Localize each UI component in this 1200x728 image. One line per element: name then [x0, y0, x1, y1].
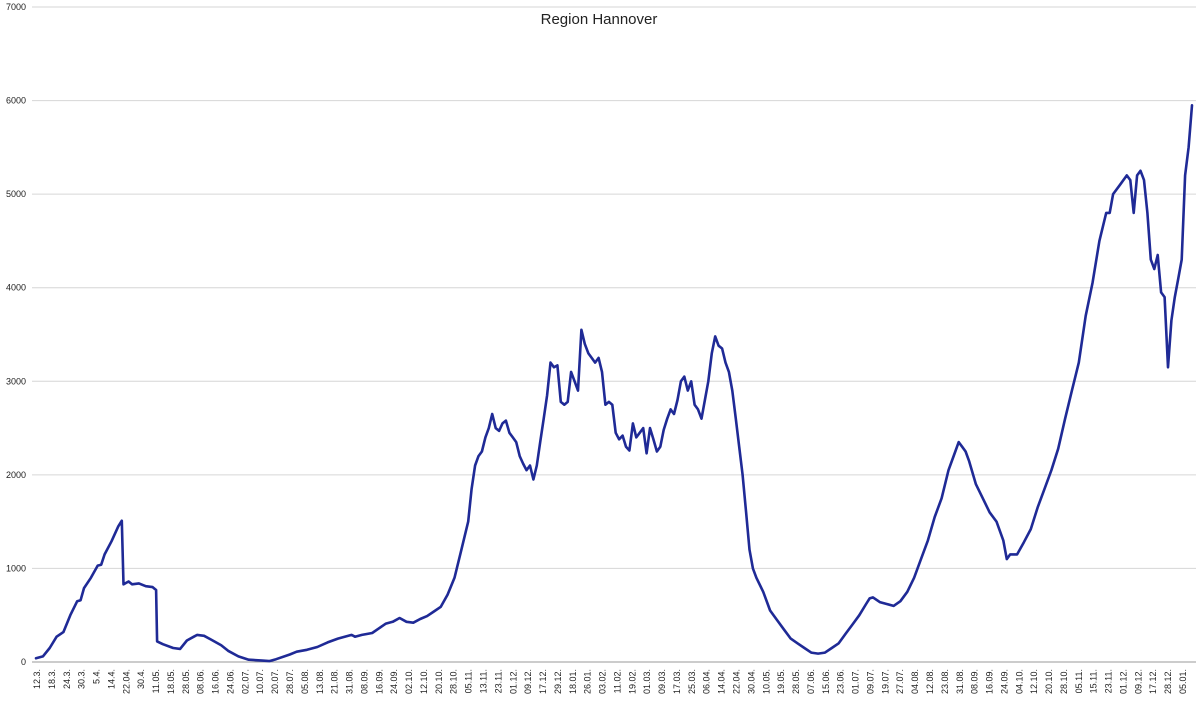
- x-tick-label: 30.3.: [77, 669, 87, 689]
- x-tick-label: 04.08.: [910, 669, 920, 694]
- x-tick-label: 23.11.: [1104, 669, 1114, 693]
- series-line: [34, 104, 1194, 663]
- x-tick-label: 18.01.: [568, 669, 578, 694]
- x-tick-label: 09.03.: [657, 669, 667, 694]
- x-tick-label: 05.08.: [300, 669, 310, 694]
- x-tick-label: 19.05.: [776, 669, 786, 694]
- x-tick-label: 12.10.: [1029, 669, 1039, 694]
- y-tick-label: 5000: [6, 189, 26, 199]
- x-tick-label: 05.11.: [1074, 669, 1084, 693]
- x-tick-label: 19.07.: [880, 669, 890, 694]
- x-tick-label: 06.04.: [702, 669, 712, 694]
- x-tick-label: 28.07.: [285, 669, 295, 694]
- x-tick-label: 19.02.: [627, 669, 637, 694]
- x-tick-label: 22.04.: [732, 669, 742, 694]
- x-tick-label: 29.12.: [553, 669, 563, 694]
- grid-layer: [32, 6, 1196, 663]
- x-tick-label: 28.12.: [1163, 669, 1173, 694]
- x-tick-label: 28.05.: [181, 669, 191, 694]
- x-tick-label: 14.04.: [717, 669, 727, 694]
- x-axis-ticks: 12.3. 18.3. 24.3. 30.3. 5.4. 14.4. 22.04. 30.4.…: [32, 669, 1188, 694]
- y-tick-label: 4000: [6, 283, 26, 293]
- x-tick-label: 08.09.: [970, 669, 980, 694]
- x-tick-label: 14.4.: [106, 669, 116, 689]
- x-tick-label: 04.10.: [1014, 669, 1024, 694]
- x-tick-label: 12.08.: [925, 669, 935, 694]
- x-tick-label: 01.03.: [642, 669, 652, 694]
- x-tick-label: 07.06.: [806, 669, 816, 694]
- x-tick-label: 08.09.: [359, 669, 369, 694]
- x-tick-label: 11.05.: [151, 669, 161, 693]
- y-tick-label: 3000: [6, 376, 26, 386]
- chart-title: Region Hannover: [541, 11, 658, 28]
- x-tick-label: 11.02.: [612, 669, 622, 693]
- x-tick-label: 23.08.: [940, 669, 950, 694]
- x-tick-label: 09.12.: [1133, 669, 1143, 694]
- x-tick-label: 20.10.: [1044, 669, 1054, 694]
- x-tick-label: 27.07.: [895, 669, 905, 694]
- x-tick-label: 17.12.: [1148, 669, 1158, 694]
- x-tick-label: 23.06.: [836, 669, 846, 694]
- y-axis-ticks: 0 1000 2000 3000 4000 5000 6000 7000: [6, 2, 26, 667]
- x-tick-label: 5.4.: [92, 669, 102, 684]
- x-tick-label: 09.07.: [865, 669, 875, 694]
- x-tick-label: 13.11.: [478, 669, 488, 693]
- x-tick-label: 15.06.: [821, 669, 831, 694]
- x-tick-label: 01.07.: [851, 669, 861, 694]
- x-tick-label: 02.10.: [404, 669, 414, 694]
- x-tick-label: 05.11.: [464, 669, 474, 693]
- x-tick-label: 28.10.: [449, 669, 459, 694]
- y-tick-label: 7000: [6, 2, 26, 12]
- x-tick-label: 22.04.: [121, 669, 131, 694]
- x-tick-label: 21.08.: [330, 669, 340, 694]
- x-tick-label: 20.10.: [434, 669, 444, 694]
- x-tick-label: 15.11.: [1089, 669, 1099, 693]
- x-tick-label: 13.08.: [315, 669, 325, 694]
- x-tick-label: 28.05.: [791, 669, 801, 694]
- x-tick-label: 30.4.: [136, 669, 146, 689]
- x-tick-label: 10.05.: [761, 669, 771, 694]
- x-tick-label: 28.10.: [1059, 669, 1069, 694]
- x-tick-label: 10.07.: [255, 669, 265, 694]
- x-tick-label: 08.06.: [196, 669, 206, 694]
- x-tick-label: 02.07.: [240, 669, 250, 694]
- x-tick-label: 31.08.: [955, 669, 965, 694]
- x-tick-label: 16.09.: [985, 669, 995, 694]
- x-tick-label: 03.02.: [598, 669, 608, 694]
- y-tick-label: 1000: [6, 563, 26, 573]
- x-tick-label: 17.03.: [672, 669, 682, 694]
- x-tick-label: 20.07.: [270, 669, 280, 694]
- x-tick-label: 17.12.: [538, 669, 548, 694]
- y-tick-label: 6000: [6, 96, 26, 106]
- x-tick-label: 18.3.: [47, 669, 57, 689]
- x-tick-label: 18.05.: [166, 669, 176, 694]
- x-tick-label: 16.09.: [374, 669, 384, 694]
- x-tick-label: 01.12.: [1118, 669, 1128, 694]
- x-tick-label: 09.12.: [523, 669, 533, 694]
- x-tick-label: 25.03.: [687, 669, 697, 694]
- x-tick-label: 26.01.: [583, 669, 593, 694]
- x-tick-label: 31.08.: [345, 669, 355, 694]
- x-tick-label: 24.06.: [225, 669, 235, 694]
- y-tick-label: 2000: [6, 470, 26, 480]
- x-tick-label: 05.01.: [1178, 669, 1188, 694]
- x-tick-label: 12.3.: [32, 669, 42, 689]
- x-tick-label: 24.3.: [62, 669, 72, 689]
- x-tick-label: 16.06.: [211, 669, 221, 694]
- x-tick-label: 30.04.: [746, 669, 756, 694]
- x-tick-label: 23.11.: [493, 669, 503, 693]
- y-tick-label: 0: [21, 657, 26, 667]
- x-tick-label: 12.10.: [419, 669, 429, 694]
- x-tick-label: 01.12.: [508, 669, 518, 694]
- x-tick-label: 24.09.: [389, 669, 399, 694]
- series-layer: [34, 104, 1194, 663]
- x-tick-label: 24.09.: [999, 669, 1009, 694]
